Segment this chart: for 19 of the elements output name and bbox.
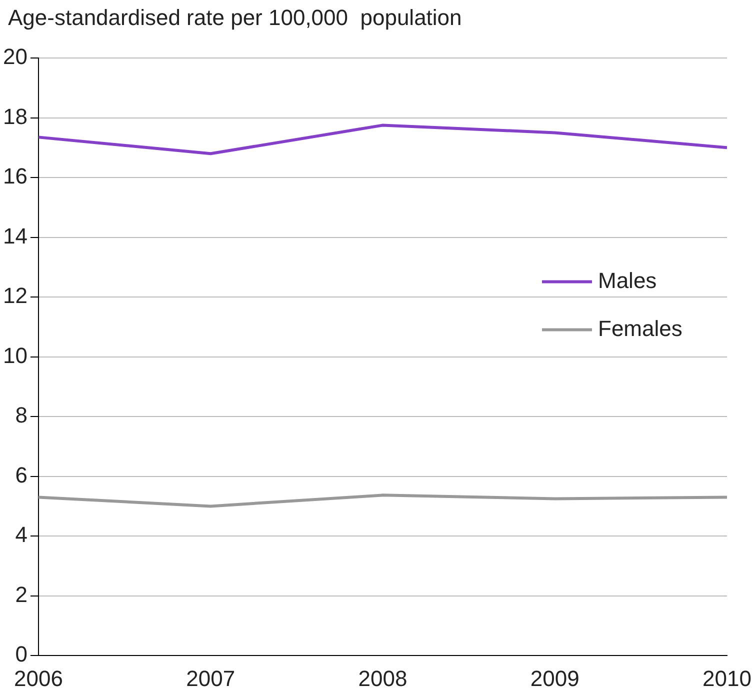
- legend-label: Males: [598, 268, 657, 293]
- y-tick-label: 14: [2, 223, 28, 248]
- y-tick-label: 6: [15, 462, 28, 488]
- y-tick-label: 10: [2, 342, 28, 368]
- x-tick-label: 2007: [186, 666, 236, 691]
- y-tick-label: 2: [15, 582, 28, 607]
- y-tick-label: 20: [2, 44, 28, 70]
- x-tick-label: 2009: [530, 666, 580, 691]
- y-tick-label: 4: [15, 522, 28, 548]
- x-tick-label: 2010: [702, 666, 752, 691]
- y-tick-label: 0: [15, 642, 28, 667]
- y-tick-label: 8: [15, 402, 28, 428]
- y-tick-label: 18: [2, 104, 28, 129]
- y-tick-label: 12: [2, 283, 28, 308]
- x-tick-label: 2006: [14, 666, 63, 691]
- y-axis-title: Age-standardised rate per 100,000 population: [8, 5, 462, 30]
- legend-label: Females: [598, 316, 682, 341]
- x-tick-label: 2008: [358, 666, 408, 691]
- y-tick-label: 16: [2, 164, 28, 189]
